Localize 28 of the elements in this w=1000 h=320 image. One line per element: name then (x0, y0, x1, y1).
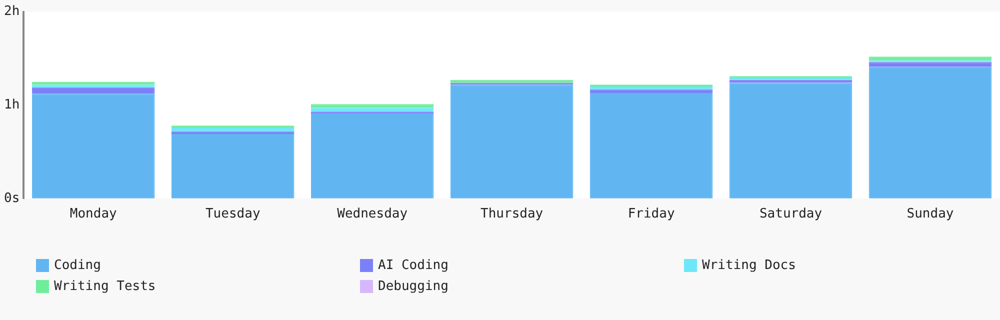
x-tick-label: Saturday (759, 206, 822, 222)
bar (868, 56, 992, 60)
x-tick-label: Thursday (480, 206, 544, 222)
legend-label: Coding (54, 258, 101, 273)
bar (310, 108, 434, 112)
x-tick-label: Friday (628, 206, 675, 222)
legend-label: AI Coding (378, 258, 448, 273)
bar (450, 84, 574, 198)
x-tick-label: Tuesday (205, 206, 260, 222)
bar (310, 113, 434, 198)
y-tick-label: 1h (4, 97, 20, 112)
bar (590, 89, 713, 93)
x-tick-label: Wednesday (337, 206, 408, 222)
bar (590, 92, 713, 198)
bar (32, 94, 155, 198)
legend-label: Writing Docs (702, 258, 796, 273)
bar (172, 134, 294, 198)
bar (729, 82, 852, 198)
bar (32, 87, 155, 94)
y-tick-label: 2h (4, 4, 20, 20)
legend-label: Debugging (378, 279, 448, 294)
x-tick-label: Monday (70, 206, 118, 222)
y-tick-label: 0s (4, 190, 20, 206)
x-tick-label: Sunday (906, 206, 954, 222)
bar (310, 104, 434, 108)
bar (868, 66, 992, 198)
legend-label: Writing Tests (54, 279, 156, 294)
bar (868, 62, 992, 67)
